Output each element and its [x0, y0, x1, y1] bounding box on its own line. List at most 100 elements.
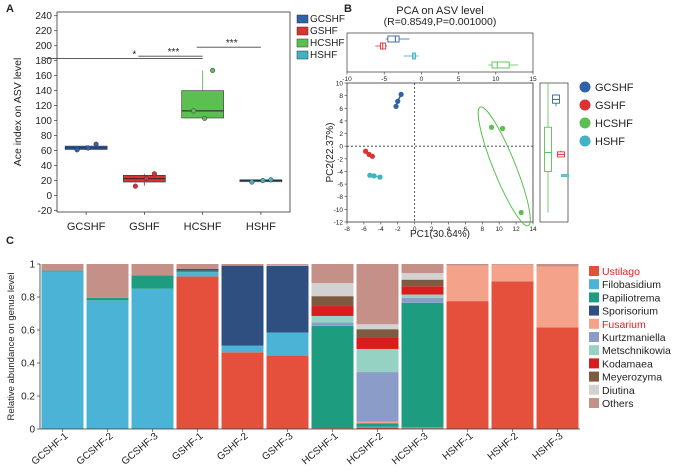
top-axis-tick-label: 5: [457, 76, 461, 83]
bar-segment-filobasidium: [131, 288, 174, 429]
x-tick-label-c: GSHF-3: [260, 431, 295, 463]
bar-segment-metschnikowia: [401, 294, 444, 298]
legend-label-hshf: HSHF: [310, 50, 337, 61]
legend-label-sporisorium: Sporisorium: [602, 306, 658, 318]
bar-segment-papiliotrema: [311, 325, 354, 429]
y-tick-label-a: 240: [35, 11, 52, 22]
bar-segment-others: [356, 264, 399, 325]
x-tick-label-a: GCSHF: [67, 221, 106, 233]
y-tick-label-b: 8: [339, 93, 343, 100]
bar-segment-papiliotrema: [86, 297, 129, 301]
y-axis-label-b: PC2(22.37%): [325, 122, 336, 182]
right-margin-frame: [539, 82, 569, 223]
bar-segment-diutina: [266, 264, 309, 266]
top-box-hcshf: [491, 61, 510, 69]
x-tick-label-c: GCSHF-3: [120, 431, 161, 468]
bar-segment-ustilago: [401, 428, 444, 429]
point-hcshf: [191, 108, 197, 114]
point-hshf: [377, 174, 383, 180]
y-tick-label-a: 0: [46, 191, 52, 202]
y-tick-label-b: 0: [339, 144, 343, 151]
legend-label-gcshf: GCSHF: [310, 14, 345, 25]
bar-segment-kurtzmaniella: [356, 372, 399, 422]
y-tick-label-b: -8: [337, 194, 343, 201]
panel-b: B PCA on ASV level(R=0.8549,P=0.001000) -8…: [325, 3, 634, 240]
bar-segment-diutina: [356, 324, 399, 330]
bar-segment-others: [491, 264, 534, 265]
y-tick-label-c: 1: [29, 260, 35, 271]
legend-label-hshf: HSHF: [595, 136, 625, 148]
top-margin-frame: [346, 32, 534, 73]
bar-segment-others: [536, 264, 579, 267]
bar-segment-kodamaea: [311, 306, 354, 316]
legend-marker-hcshf: [579, 117, 591, 129]
legend-swatch-ustilago: [589, 266, 599, 276]
y-tick-label-a: 200: [35, 41, 52, 52]
x-tick-label-a: HCSHF: [184, 221, 222, 233]
bar-segment-papiliotrema: [131, 275, 174, 289]
significance-label: *: [132, 49, 136, 60]
bar-segment-ustilago: [266, 355, 309, 429]
x-tick-label-c: HSHF-2: [486, 431, 521, 463]
y-tick-label-b: -6: [337, 182, 343, 189]
legend-label-hcshf: HCSHF: [310, 38, 344, 49]
x-tick-label-c: GSHF-2: [215, 431, 250, 463]
bar-segment-papiliotrema: [401, 302, 444, 428]
x-tick-label-c: GSHF-1: [170, 431, 205, 463]
legend-label-diutina: Diutina: [602, 385, 635, 397]
legend-label-kurtzmaniella: Kurtzmaniella: [602, 332, 666, 344]
legend-label-fusarium: Fusarium: [602, 319, 646, 331]
y-tick-label-c: 0.2: [21, 392, 35, 403]
confidence-ellipse-hcshf: [477, 106, 531, 227]
point-gshf: [151, 171, 157, 177]
point-hcshf: [202, 115, 208, 121]
x-tick-label-b: 6: [464, 226, 468, 233]
y-tick-label-a: 180: [35, 56, 52, 67]
bar-segment-meyerozyma: [311, 296, 354, 307]
bar-segment-ustilago: [176, 276, 219, 429]
bar-segment-others: [86, 264, 129, 298]
chart-title-b: PCA on ASV level: [396, 5, 483, 17]
x-tick-label-b: 8: [480, 226, 484, 233]
point-gcshf: [398, 91, 404, 97]
point-gcshf: [395, 98, 401, 104]
y-tick-label-b: -4: [337, 169, 343, 176]
significance-label: ***: [226, 38, 238, 49]
x-tick-label-b: 14: [529, 226, 537, 233]
bar-segment-papiliotrema: [356, 423, 399, 427]
y-tick-label-b: 10: [336, 81, 344, 88]
bar-segment-others: [311, 264, 354, 283]
bar-segment-fusarium: [446, 265, 489, 302]
x-tick-label-c: GCSHF-2: [75, 431, 116, 468]
bar-segment-papiliotrema: [176, 270, 219, 273]
legend-swatch-filobasidium: [589, 279, 599, 290]
y-tick-label-b: -12: [334, 220, 344, 227]
x-tick-label-c: GCSHF-1: [30, 431, 71, 468]
chart-subtitle-b: (R=0.8549,P=0.001000): [384, 16, 497, 28]
point-gcshf: [85, 145, 91, 151]
point-hcshf: [210, 67, 216, 73]
top-axis-tick-label: 10: [492, 76, 500, 83]
legend-swatch-fusarium: [589, 318, 599, 329]
legend-label-others: Others: [602, 398, 634, 410]
legend-swatch-others: [589, 398, 599, 408]
legend-swatch-sporisorium: [589, 305, 599, 316]
x-tick-label-b: 12: [512, 226, 520, 233]
legend-label-hcshf: HCSHF: [595, 118, 633, 130]
legend-marker-gshf: [579, 99, 591, 111]
panel-label-a: A: [6, 3, 14, 15]
bar-segment-filobasidium: [401, 427, 444, 429]
bar-segment-ustilago: [446, 301, 489, 429]
panel-a: A-20020406080100120140160180200220240Ace…: [6, 3, 345, 233]
x-tick-label-c: HSHF-1: [441, 431, 476, 463]
y-tick-label-b: -10: [334, 207, 344, 214]
y-tick-label-b: 4: [339, 118, 343, 125]
plot-frame-b: [346, 82, 534, 223]
bar-segment-kodamaea: [356, 337, 399, 349]
point-hshf: [367, 172, 373, 178]
legend-swatch-meyerozyma: [589, 371, 599, 382]
legend-label-filobasidium: Filobasidium: [602, 279, 661, 291]
y-tick-label-c: 0.4: [21, 359, 35, 370]
point-gcshf: [74, 147, 80, 153]
